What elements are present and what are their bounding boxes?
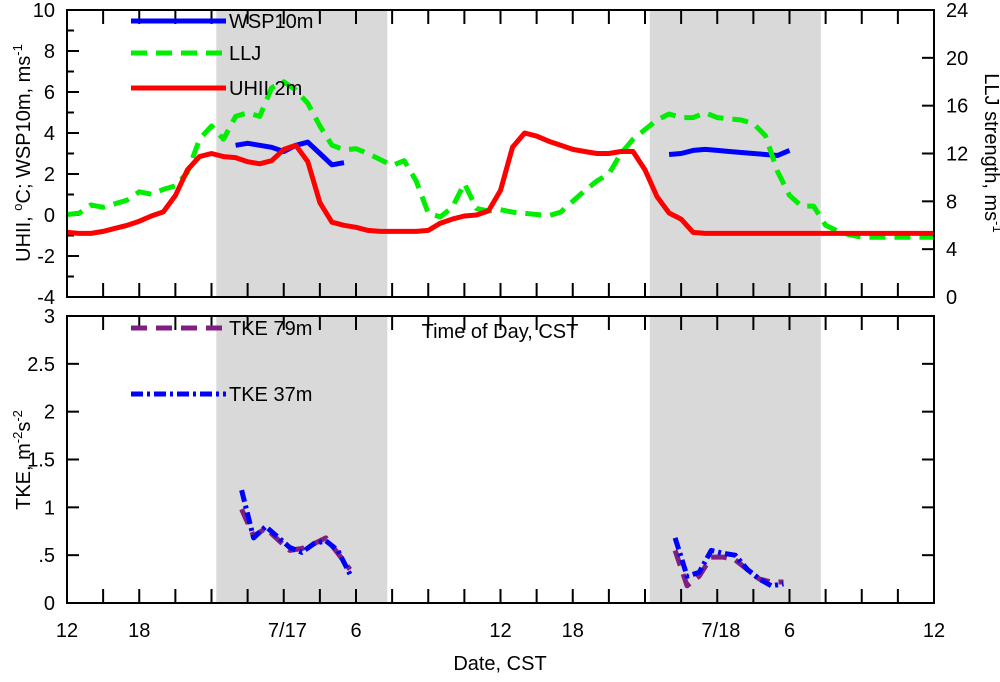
bottom-xtick-label: 12 xyxy=(923,620,945,642)
legend-label: UHII 2m xyxy=(229,78,302,100)
top-ytick-label: 6 xyxy=(44,82,55,104)
legend-label: LLJ xyxy=(229,43,261,65)
top-y2tick-label: 8 xyxy=(946,191,957,213)
bottom-y-axis-title-part: -2 xyxy=(10,432,25,444)
bottom-panel-title: Time of Day, CST xyxy=(422,321,579,343)
bottom-shaded-range-1 xyxy=(649,316,821,603)
top-ytick-label: 10 xyxy=(33,0,55,22)
bottom-xtick-label: 7/18 xyxy=(701,620,740,642)
top-y2tick-label: 12 xyxy=(946,144,968,166)
series-llj-line-0-0 xyxy=(67,79,934,240)
top-y-axis-title-part: -1 xyxy=(10,44,25,56)
series-uhii-2m-line-0-0 xyxy=(67,130,934,236)
top-panel-frame xyxy=(66,9,935,298)
top-y2tick-label: 20 xyxy=(946,48,968,70)
top-y2tick-label: 24 xyxy=(946,0,968,22)
top-y-axis-title-part: UHII, xyxy=(13,211,35,262)
top-ytick-label: 4 xyxy=(44,123,55,145)
bottom-y-axis-title-part: TKE, m xyxy=(13,443,35,510)
bottom-panel-shading xyxy=(216,316,821,603)
top-y2-axis-title-part: LLJ strength, ms xyxy=(980,73,1000,221)
bottom-ytick-label: 1 xyxy=(44,497,55,519)
bottom-xtick-label: 18 xyxy=(128,620,150,642)
series-tke-37m-line-0-0 xyxy=(239,489,353,576)
bottom-ytick-label: .5 xyxy=(38,545,55,567)
legend-label: WSP10m xyxy=(229,11,313,33)
bottom-ytick-label: 1.5 xyxy=(27,450,55,472)
top-y-axis-title: UHII, oC; WSP10m, ms-1 xyxy=(10,44,35,262)
bottom-y-axis-title-part: s xyxy=(13,422,35,432)
top-y-axis-title-part: C; WSP10m, ms xyxy=(13,56,35,204)
legend-label: TKE 79m xyxy=(229,318,312,340)
bottom-ytick-label: 2.5 xyxy=(27,354,55,376)
top-ytick-label: 8 xyxy=(44,41,55,63)
top-y-axis-title-part: o xyxy=(10,204,25,211)
bottom-panel: 0 .5 1 1.5 2 2.5 3 12 18 7/17 6 12 18 7/18 6 12 TKE 79m T… xyxy=(10,306,945,675)
x-axis-title: Date, CST xyxy=(453,653,546,675)
bottom-panel-frame xyxy=(66,315,935,604)
top-ytick-label: -2 xyxy=(37,246,55,268)
bottom-shaded-range-0 xyxy=(216,316,388,603)
top-y2tick-label: 0 xyxy=(946,287,957,309)
series-tke-37m-line-1-0 xyxy=(672,537,784,589)
top-y2tick-label: 4 xyxy=(946,239,957,261)
top-ytick-label: 2 xyxy=(44,164,55,186)
bottom-xtick-label: 12 xyxy=(489,620,511,642)
top-y2-axis-title-part: -1 xyxy=(990,221,1000,233)
top-y2tick-label: 16 xyxy=(946,96,968,118)
bottom-xtick-label: 18 xyxy=(562,620,584,642)
bottom-ytick-label: 3 xyxy=(44,306,55,328)
top-y2-axis-title: LLJ strength, ms-1 xyxy=(980,73,1000,232)
top-ytick-label: 0 xyxy=(44,205,55,227)
bottom-y-axis-title-part: -2 xyxy=(10,410,25,422)
bottom-xtick-label: 6 xyxy=(784,620,795,642)
bottom-xtick-label: 12 xyxy=(56,620,78,642)
bottom-xtick-label: 7/17 xyxy=(268,620,307,642)
bottom-xtick-label: 6 xyxy=(350,620,361,642)
legend-label: TKE 37m xyxy=(229,384,312,406)
top-ytick-label: -4 xyxy=(37,287,55,309)
bottom-y-axis-title: TKE, m-2s-2 xyxy=(10,410,35,510)
bottom-ytick-label: 2 xyxy=(44,402,55,424)
bottom-ytick-label: 0 xyxy=(44,593,55,615)
